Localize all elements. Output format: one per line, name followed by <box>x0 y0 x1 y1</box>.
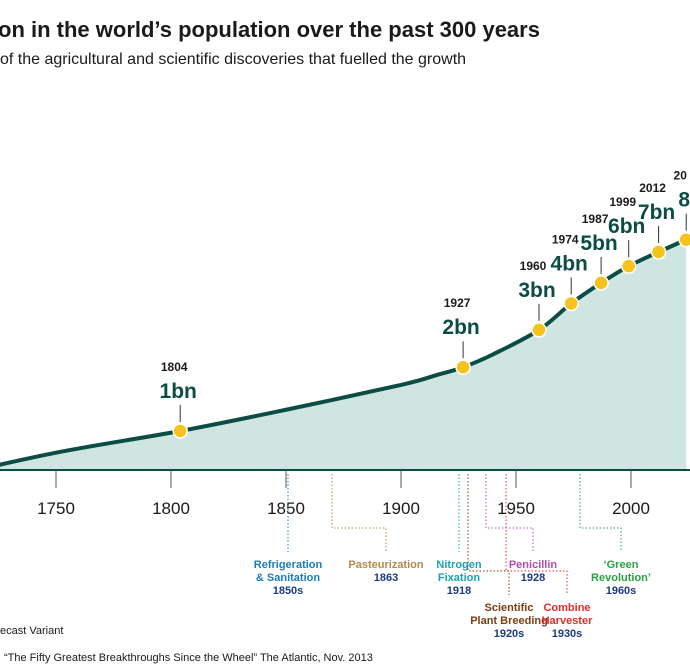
milestone: 4bn 1974 <box>551 232 588 312</box>
milestone: 5bn 1987 <box>580 212 618 291</box>
milestone: 6bn 1999 <box>608 195 645 274</box>
milestone: 3bn 1960 <box>518 259 556 338</box>
discovery-name: Penicillin <box>509 559 558 571</box>
x-tick-label: 1950 <box>497 499 535 518</box>
discovery-name: Revolution’ <box>591 572 651 584</box>
x-tick-label: 1850 <box>267 499 305 518</box>
milestone: 820 <box>674 169 690 248</box>
milestone-label: 2bn <box>442 316 479 339</box>
discovery-name: Scientific <box>485 602 534 614</box>
milestone-year: 1974 <box>552 232 579 246</box>
milestone-markers: 1bn 1804 2bn 1927 3bn 1960 4bn 1974 5bn 1987 6bn 19… <box>160 169 690 439</box>
x-tick-label: 1750 <box>37 499 75 518</box>
discovery-name: Pasteurization <box>348 559 423 571</box>
x-axis-ticks: 1750 1800 1850 1900 1950 2000 <box>37 470 650 518</box>
source-note: “The Fifty Greatest Breakthroughs Since … <box>4 652 373 664</box>
discovery-leaders <box>287 474 622 595</box>
discovery-name: Plant Breeding <box>470 615 548 627</box>
milestone-label: 5bn <box>580 232 617 255</box>
milestone-dot <box>593 275 609 291</box>
milestone-year: 1999 <box>609 195 636 209</box>
discovery-name: Harvester <box>542 615 593 627</box>
milestone-dot <box>455 359 471 375</box>
discovery-date: 1930s <box>552 628 583 640</box>
milestone-year: 20 <box>674 169 688 183</box>
milestone-dot <box>650 244 667 260</box>
milestone-label: 7bn <box>638 201 675 224</box>
discovery-date: 1918 <box>447 585 471 597</box>
discovery-date: 1960s <box>606 585 637 597</box>
milestone-label: 4bn <box>551 252 588 275</box>
chart-subtitle: of the agricultural and scientific disco… <box>0 51 466 68</box>
discovery-name: Refrigeration <box>254 559 323 571</box>
milestone: 1bn 1804 <box>160 360 197 439</box>
milestone-dot <box>563 295 579 312</box>
milestone-label: 6bn <box>608 215 645 238</box>
milestone-dot <box>531 322 547 338</box>
population-area <box>0 239 687 470</box>
discovery-name: Nitrogen <box>436 559 482 571</box>
x-tick-label: 1900 <box>382 499 420 518</box>
milestone-label: 8 <box>678 189 690 212</box>
milestone-year: 2012 <box>639 181 666 195</box>
discovery-date: 1850s <box>273 585 304 597</box>
milestone-year: 1804 <box>161 360 188 374</box>
milestone-label: 1bn <box>160 380 197 403</box>
milestone-dot <box>678 231 690 248</box>
discovery-leader <box>505 474 568 595</box>
milestone-label: 3bn <box>518 279 555 302</box>
x-tick-label: 2000 <box>612 499 650 518</box>
discovery-leader <box>331 474 387 552</box>
milestone: 7bn 2012 <box>638 181 675 260</box>
milestone-year: 1960 <box>520 259 547 273</box>
discovery-date: 1928 <box>521 572 545 584</box>
x-tick-label: 1800 <box>152 499 190 518</box>
chart-title: on in the world’s population over the pa… <box>0 17 540 42</box>
discovery-name: Fixation <box>438 572 480 584</box>
milestone-year: 1987 <box>582 212 609 226</box>
discovery-date: 1863 <box>374 572 398 584</box>
discovery-date: 1920s <box>494 628 525 640</box>
legend-text: ecast Variant <box>0 625 63 637</box>
milestone-dot <box>172 423 188 439</box>
milestone: 2bn 1927 <box>442 296 480 375</box>
milestone-dot <box>620 258 637 274</box>
discovery-name: Combine <box>543 602 590 614</box>
discovery-leader <box>579 474 622 552</box>
milestone-year: 1927 <box>444 296 471 310</box>
discovery-name: ‘Green <box>604 559 639 571</box>
discovery-name: & Sanitation <box>256 572 320 584</box>
discovery-leader <box>485 474 534 552</box>
